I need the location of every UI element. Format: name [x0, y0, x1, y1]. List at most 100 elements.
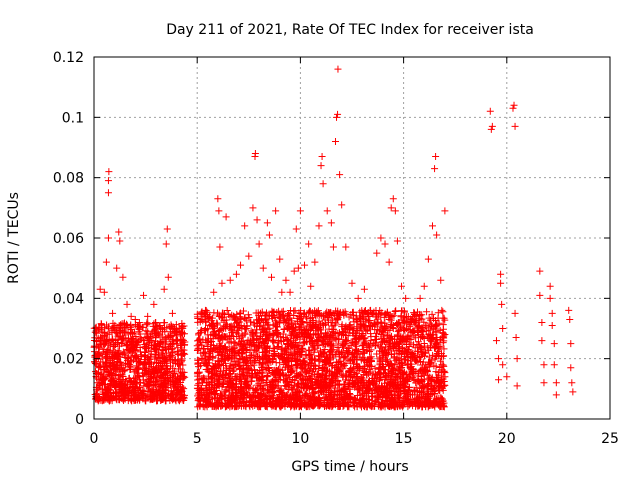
x-axis-label: GPS time / hours: [291, 459, 408, 475]
data-point: [167, 324, 175, 332]
data-point: [91, 328, 99, 336]
data-point: [136, 330, 144, 338]
data-point: [96, 381, 104, 389]
data-point: [110, 365, 118, 373]
data-point: [130, 368, 138, 376]
data-point: [128, 378, 136, 386]
data-point: [118, 334, 126, 342]
y-axis-label: ROTI / TECUs: [6, 192, 22, 284]
x-tick-label: 10: [291, 431, 309, 447]
data-point: [106, 386, 114, 394]
data-point: [140, 382, 148, 390]
data-point: [103, 395, 111, 403]
data-point: [162, 338, 170, 346]
data-point: [131, 353, 139, 361]
data-point: [302, 352, 310, 360]
data-point: [105, 330, 113, 338]
data-point: [179, 375, 187, 383]
data-point: [93, 370, 101, 378]
data-point: [170, 381, 178, 389]
data-point: [166, 343, 174, 351]
data-point: [123, 377, 131, 385]
data-point: [130, 328, 138, 336]
data-point: [208, 395, 216, 403]
data-point: [152, 346, 160, 354]
data-point: [180, 368, 188, 376]
data-point: [238, 371, 246, 379]
data-point: [156, 337, 164, 345]
data-point: [169, 335, 177, 343]
data-point: [106, 355, 114, 363]
x-tick-label: 20: [498, 431, 516, 447]
x-tick-label: 5: [193, 431, 202, 447]
data-point: [119, 376, 127, 384]
data-point: [131, 351, 139, 359]
data-point: [103, 354, 111, 362]
data-point: [96, 371, 104, 379]
data-point: [111, 371, 119, 379]
data-point: [155, 363, 163, 371]
data-point: [180, 341, 188, 349]
data-point: [143, 319, 151, 327]
data-point: [145, 336, 153, 344]
data-point: [151, 341, 159, 349]
data-point: [155, 342, 163, 350]
data-point: [109, 343, 117, 351]
data-point: [179, 330, 187, 338]
data-point: [102, 366, 110, 374]
data-point: [135, 359, 143, 367]
data-point: [241, 315, 249, 323]
data-point: [115, 384, 123, 392]
data-point: [139, 395, 147, 403]
data-point: [151, 319, 159, 327]
data-point: [135, 337, 143, 345]
data-point: [163, 358, 171, 366]
data-point: [145, 385, 153, 393]
data-point: [118, 371, 126, 379]
data-point: [176, 385, 184, 393]
data-point: [99, 374, 107, 382]
gridlines: [94, 57, 610, 419]
data-point: [95, 392, 103, 400]
data-point: [100, 332, 108, 340]
data-point: [121, 381, 129, 389]
data-point: [166, 352, 174, 360]
data-point: [123, 320, 131, 328]
data-point: [175, 360, 183, 368]
data-point: [153, 397, 161, 405]
x-tick-label: 0: [90, 431, 99, 447]
data-point: [140, 360, 148, 368]
data-point: [100, 324, 108, 332]
data-point: [160, 391, 168, 399]
chart-title: Day 211 of 2021, Rate Of TEC Index for r…: [166, 22, 534, 38]
data-point: [95, 343, 103, 351]
data-point: [132, 384, 140, 392]
data-point: [139, 372, 147, 380]
y-tick-label: 0.02: [53, 352, 84, 368]
data-point: [114, 366, 122, 374]
data-point: [423, 308, 431, 316]
data-point: [97, 333, 105, 341]
data-point: [173, 389, 181, 397]
y-tick-label: 0.08: [53, 171, 84, 187]
data-point: [171, 329, 179, 337]
data-point: [142, 327, 150, 335]
data-point: [136, 383, 144, 391]
data-point: [103, 347, 111, 355]
data-point: [167, 381, 175, 389]
data-point: [98, 370, 106, 378]
data-point: [102, 359, 110, 367]
data-point: [130, 396, 138, 404]
data-point: [153, 358, 161, 366]
data-point: [144, 375, 152, 383]
data-point: [362, 326, 370, 334]
data-point: [134, 371, 142, 379]
data-point: [232, 380, 240, 388]
y-tick-label: 0: [75, 412, 84, 428]
data-point: [179, 323, 187, 331]
x-tick-label: 15: [395, 431, 413, 447]
data-point: [125, 389, 133, 397]
data-point: [105, 394, 113, 402]
data-point: [150, 368, 158, 376]
